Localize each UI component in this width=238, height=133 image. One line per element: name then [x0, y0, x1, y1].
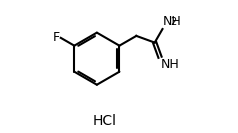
- Text: F: F: [53, 31, 60, 44]
- Text: NH: NH: [161, 58, 180, 71]
- Text: 2: 2: [170, 17, 177, 27]
- Text: HCl: HCl: [93, 114, 117, 128]
- Text: NH: NH: [163, 15, 182, 28]
